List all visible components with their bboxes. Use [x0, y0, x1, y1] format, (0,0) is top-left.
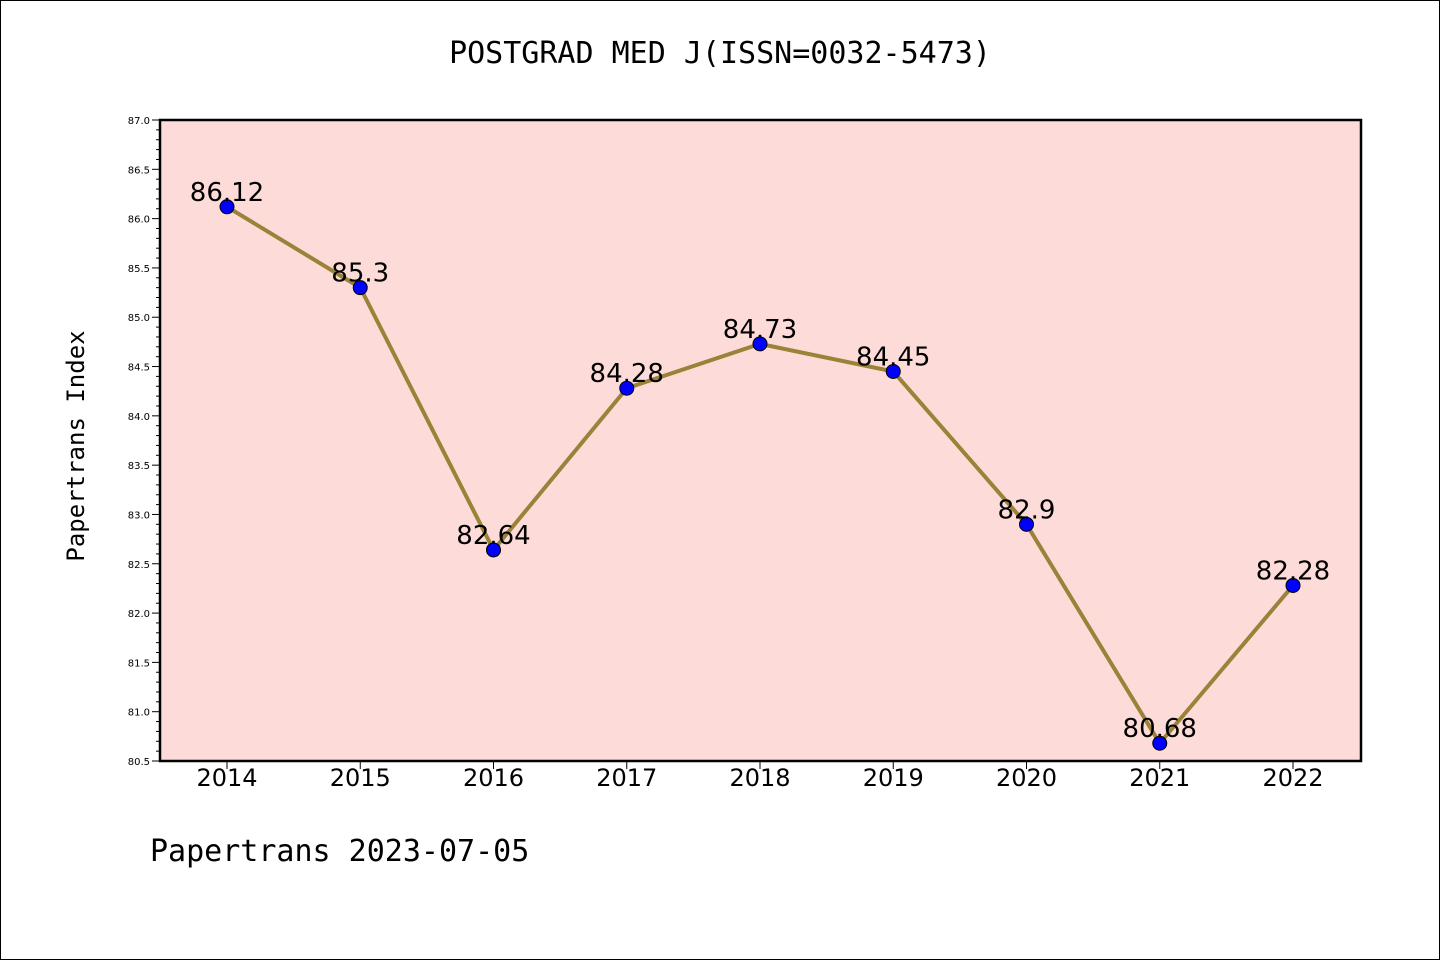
data-label: 82.9 [998, 495, 1056, 525]
y-tick-label: 82.0 [128, 609, 150, 620]
data-label: 82.28 [1256, 556, 1330, 586]
chart-title: POSTGRAD MED J(ISSN=0032-5473) [449, 36, 991, 71]
x-tick-label: 2016 [463, 764, 524, 792]
data-point [486, 542, 501, 558]
data-point [1285, 577, 1301, 593]
data-point [219, 199, 235, 215]
data-point [1152, 735, 1168, 751]
y-tick-label: 81.5 [128, 658, 150, 669]
y-tick-label: 81.0 [128, 708, 150, 719]
x-tick-label: 2019 [863, 764, 924, 792]
data-label: 84.28 [590, 359, 664, 389]
y-tick-label: 80.5 [128, 757, 150, 768]
data-label: 84.45 [856, 342, 930, 372]
data-label: 85.3 [331, 259, 389, 289]
y-tick-label: 84.5 [128, 363, 150, 374]
footer-note: Papertrans 2023-07-05 [150, 834, 530, 869]
data-point [619, 380, 635, 396]
x-tick-label: 2020 [996, 764, 1057, 792]
plot-area [160, 120, 1361, 761]
x-tick-label: 2014 [196, 764, 257, 792]
data-point [352, 280, 368, 296]
y-tick-label: 87.0 [128, 116, 150, 127]
y-tick-label: 85.5 [128, 264, 150, 275]
x-tick-label: 2018 [729, 764, 790, 792]
data-point [1019, 516, 1034, 532]
y-tick-label: 85.0 [128, 313, 150, 324]
data-label: 80.68 [1123, 714, 1197, 744]
x-tick-label: 2015 [330, 764, 391, 792]
x-tick-label: 2022 [1262, 764, 1323, 792]
data-label: 82.64 [456, 521, 530, 551]
x-tick-label: 2017 [596, 764, 657, 792]
y-tick-label: 86.5 [128, 165, 150, 176]
y-tick-label: 82.5 [128, 560, 150, 571]
plot-border [158, 118, 1363, 763]
y-tick-label: 84.0 [128, 412, 150, 423]
data-label: 84.73 [723, 315, 797, 345]
y-tick-label: 83.5 [128, 461, 150, 472]
y-tick-label: 86.0 [128, 215, 150, 226]
y-tick-label: 83.0 [128, 510, 150, 521]
data-point [752, 336, 768, 352]
data-label: 86.12 [190, 178, 264, 208]
data-point [885, 363, 901, 379]
x-tick-label: 2021 [1129, 764, 1190, 792]
